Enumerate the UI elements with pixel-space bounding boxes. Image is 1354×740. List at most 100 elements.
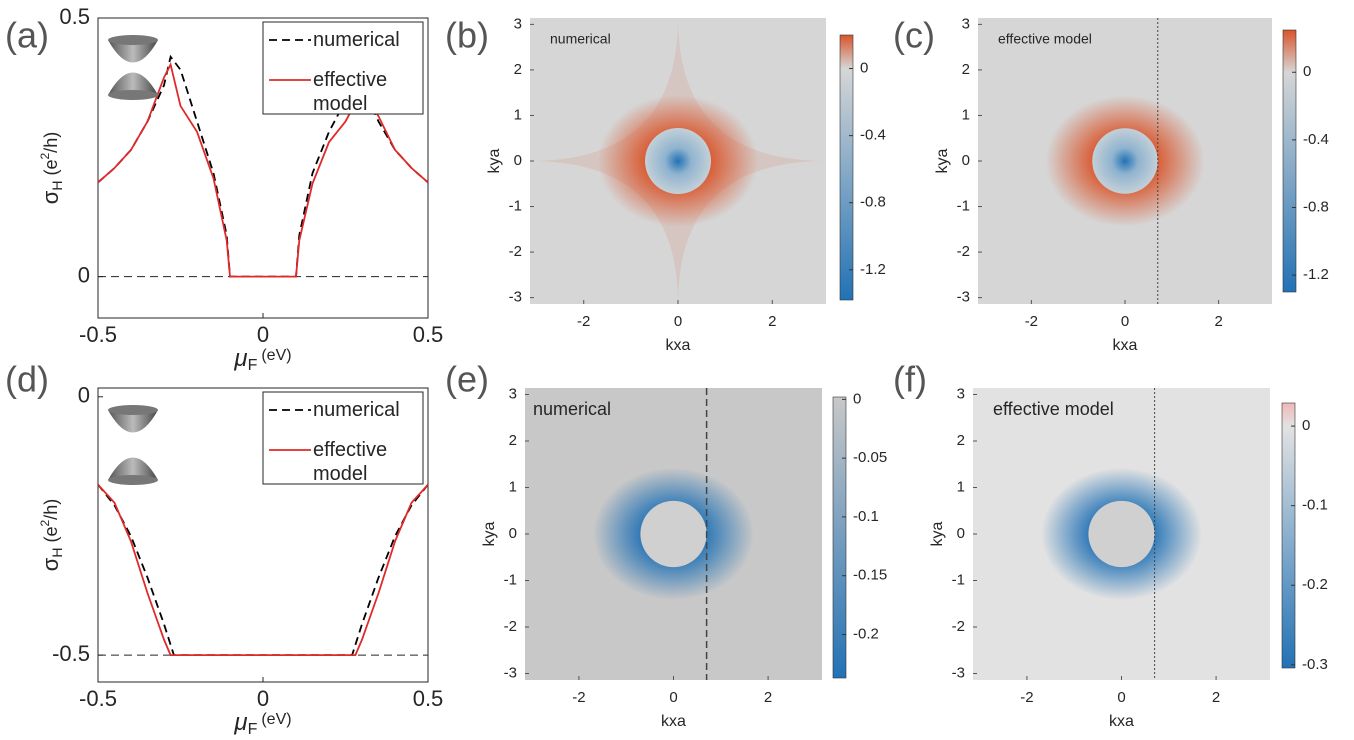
y-tick-label: 1 — [957, 478, 965, 495]
legend-label: numerical — [313, 29, 400, 51]
panel-label: (f) — [893, 359, 927, 400]
y-axis-label-part: (e — [41, 526, 61, 542]
x-axis-label: kxa — [1109, 713, 1134, 730]
y-axis-label-part: H — [49, 181, 65, 191]
y-tick-label: -2 — [504, 618, 517, 635]
x-axis-label: kxa — [661, 713, 686, 730]
y-tick-label: 3 — [509, 385, 517, 402]
colorbar-tick-label: -1.2 — [1303, 266, 1329, 283]
legend-entry: numerical — [313, 399, 400, 421]
x-tick-label: 2 — [768, 313, 776, 330]
legend-entry: effective model — [313, 69, 388, 115]
y-axis-label: kya — [934, 148, 951, 173]
colorbar-tick-label: 0 — [853, 390, 861, 407]
y-tick-label: 2 — [957, 432, 965, 449]
annotation: numerical — [533, 399, 611, 419]
x-axis-label-part: F — [248, 357, 258, 374]
x-axis-label-part: (eV) — [261, 711, 291, 728]
x-tick-label: 2 — [764, 689, 772, 706]
y-tick-label: -2 — [509, 243, 522, 260]
x-axis-label: kxa — [1113, 337, 1138, 354]
cone-rim — [108, 405, 158, 415]
y-tick-label: -1 — [957, 198, 970, 215]
x-axis-label-part: μ — [233, 345, 247, 372]
y-tick-label: 0.5 — [59, 4, 90, 29]
x-tick-label: -0.5 — [79, 322, 117, 347]
heatmap-core — [640, 500, 707, 568]
y-tick-label: -1 — [952, 571, 965, 588]
y-tick-label: -1 — [504, 571, 517, 588]
legend-entry: effective model — [313, 439, 388, 485]
panel-label: (c) — [893, 15, 935, 56]
x-tick-label: 0.5 — [413, 686, 444, 711]
series-line — [97, 484, 429, 657]
colorbar — [839, 34, 854, 301]
y-tick-label: -3 — [952, 664, 965, 681]
panel-label: (e) — [445, 359, 489, 400]
x-tick-label: 2 — [1214, 313, 1222, 330]
x-axis-label-part: (eV) — [261, 347, 291, 364]
x-tick-label: -2 — [577, 313, 590, 330]
y-axis-label: σH (e2/h) — [38, 499, 65, 571]
y-tick-label: 1 — [962, 106, 970, 123]
y-axis-label-part: /h) — [41, 499, 61, 520]
y-tick-label: -3 — [509, 289, 522, 306]
y-axis-label: kya — [929, 521, 946, 546]
legend-label: effective model — [313, 439, 388, 485]
x-axis-label-part: μ — [233, 709, 247, 735]
colorbar — [1282, 29, 1297, 293]
colorbar-tick-label: -0.8 — [860, 194, 886, 211]
annotation: numerical — [550, 31, 611, 47]
cone-icon — [108, 410, 158, 433]
colorbar-tick-label: -0.05 — [853, 449, 887, 466]
y-axis-label-part: σ — [38, 190, 63, 204]
x-tick-label: 0 — [674, 313, 682, 330]
y-tick-label: -2 — [957, 243, 970, 260]
heatmap-core — [1092, 128, 1158, 194]
y-tick-label: 0 — [514, 152, 522, 169]
panel-label: (d) — [5, 359, 49, 400]
colorbar-tick-label: -0.3 — [1302, 656, 1328, 673]
colorbar — [832, 396, 847, 679]
colorbar-tick-label: 0 — [1303, 63, 1311, 80]
legend-entry: numerical — [313, 29, 400, 51]
x-axis-label-part: F — [248, 721, 258, 735]
x-tick-label: -2 — [1020, 689, 1033, 706]
y-axis-label: kya — [486, 148, 503, 173]
annotation: effective model — [993, 399, 1114, 419]
colorbar-tick-label: -0.2 — [1302, 576, 1328, 593]
y-tick-label: -1 — [509, 198, 522, 215]
x-tick-label: 2 — [1212, 689, 1220, 706]
cone-rim — [108, 90, 158, 100]
y-tick-label: 0 — [509, 525, 517, 542]
x-tick-label: -0.5 — [79, 686, 117, 711]
y-tick-label: 0 — [78, 383, 90, 408]
legend-box — [262, 21, 424, 115]
colorbar-tick-label: -0.4 — [1303, 131, 1329, 148]
x-tick-label: -2 — [572, 689, 585, 706]
y-axis-label-part: H — [49, 548, 65, 558]
y-axis-label-part: /h) — [41, 132, 61, 153]
panel-label: (a) — [5, 15, 49, 56]
colorbar-tick-label: -0.1 — [853, 508, 879, 525]
x-tick-label: 0 — [257, 322, 269, 347]
panel-label: (b) — [445, 15, 489, 56]
y-tick-label: 0 — [962, 152, 970, 169]
y-tick-label: 1 — [509, 478, 517, 495]
heatmap — [530, 18, 826, 304]
y-tick-label: 0 — [957, 525, 965, 542]
x-tick-label: 0 — [669, 689, 677, 706]
y-axis-label: σH (e2/h) — [38, 132, 65, 204]
x-tick-label: -2 — [1025, 313, 1038, 330]
y-tick-label: 3 — [957, 385, 965, 402]
y-tick-label: 0 — [78, 262, 90, 287]
colorbar-tick-label: -0.2 — [853, 625, 879, 642]
cone-icon — [108, 457, 158, 480]
colorbar-tick-label: -0.15 — [853, 567, 887, 584]
y-axis-label-part: 2 — [38, 152, 52, 159]
legend-label: numerical — [313, 399, 400, 421]
x-tick-label: 0 — [257, 686, 269, 711]
legend-label: effective model — [313, 69, 388, 115]
colorbar — [1281, 402, 1296, 669]
x-axis-label: kxa — [666, 337, 691, 354]
